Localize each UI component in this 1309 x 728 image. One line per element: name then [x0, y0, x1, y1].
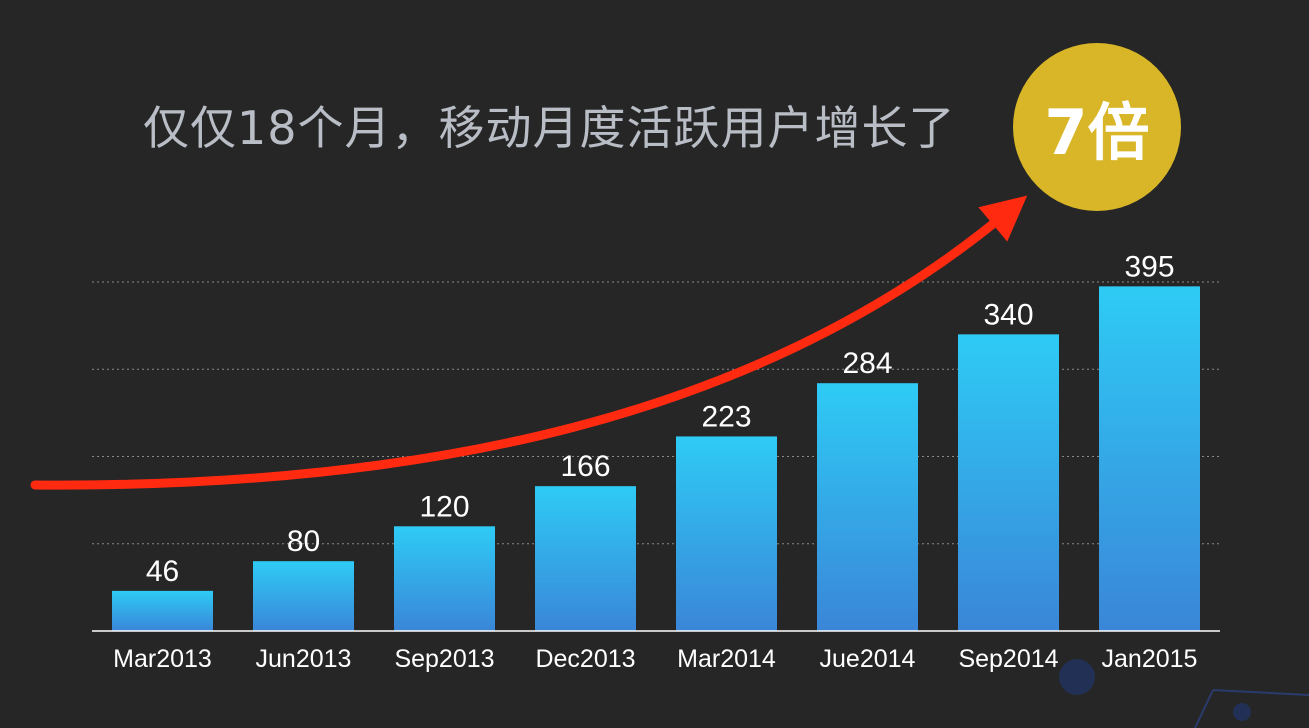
bar-Jan2015: [1099, 286, 1200, 631]
decorative-line-2: [1212, 689, 1309, 696]
x-tick-label: Jue2014: [820, 645, 916, 673]
data-label: 223: [701, 400, 751, 433]
multiplier-badge: 7倍: [1013, 43, 1181, 211]
bar-Mar2014: [676, 436, 777, 631]
data-label: 284: [842, 347, 892, 380]
data-label: 395: [1124, 250, 1174, 283]
x-tick-label: Sep2013: [394, 645, 494, 673]
multiplier-badge-text: 7倍: [1044, 96, 1150, 169]
x-tick-label: Mar2014: [677, 645, 776, 673]
data-label: 166: [560, 450, 610, 483]
x-tick-label: Mar2013: [113, 645, 212, 673]
x-tick-label: Jun2013: [256, 645, 352, 673]
data-label: 80: [287, 525, 320, 558]
x-tick-label: Dec2013: [535, 645, 635, 673]
data-label: 340: [983, 298, 1033, 331]
x-tick-label: Jan2015: [1102, 645, 1198, 673]
trend-arrow: [30, 195, 1028, 490]
decorative-line: [1194, 689, 1214, 728]
bar-Dec2013: [535, 486, 636, 631]
data-labels: 46 80 120 166 223 284 340 395: [146, 250, 1175, 588]
bar-Jue2014: [817, 383, 918, 631]
x-tick-label: Sep2014: [958, 645, 1058, 673]
bar-Sep2014: [958, 334, 1059, 631]
bar-Mar2013: [112, 590, 213, 631]
bar-Jun2013: [253, 561, 354, 631]
bars: [112, 286, 1200, 631]
data-label: 120: [419, 490, 469, 523]
bar-Sep2013: [394, 526, 495, 631]
x-tick-labels: Mar2013 Jun2013 Sep2013 Dec2013 Mar2014 Jue20…: [113, 645, 1197, 673]
data-label: 46: [146, 555, 179, 588]
decorative-dot: [1059, 659, 1095, 695]
headline-text: 仅仅18个月，移动月度活跃用户增长了: [143, 101, 956, 155]
decorative-dot-small: [1233, 703, 1251, 721]
